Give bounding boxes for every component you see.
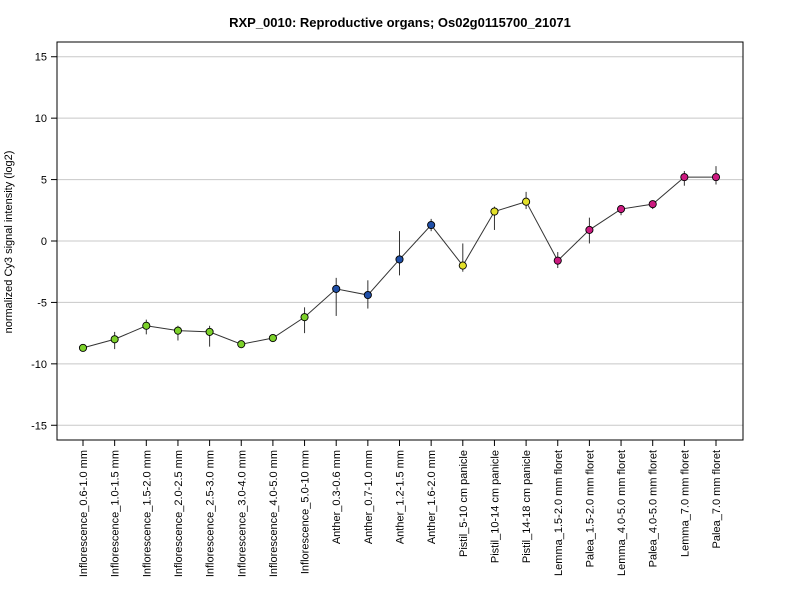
data-point [363, 290, 372, 300]
x-tick-label: Inflorescence_2.0-2.5 mm [173, 450, 185, 577]
data-point [173, 326, 182, 335]
gridlines [57, 56, 743, 426]
x-tick-label: Palea_7.0 mm floret [711, 450, 723, 548]
data-point [648, 200, 657, 209]
x-tick-label: Pistil_14-18 cm panicle [521, 450, 533, 563]
data-point [427, 220, 436, 230]
x-axis: Inflorescence_0.6-1.0 mm Inflorescence_1.… [78, 440, 723, 577]
x-tick-label: Pistil_5-10 cm panicle [458, 450, 470, 557]
x-tick-label: Anther_0.3-0.6 mm [331, 450, 343, 544]
x-tick-label: Inflorescence_4.0-5.0 mm [268, 450, 280, 577]
data-point [110, 335, 119, 344]
y-tick-label: -15 [31, 420, 47, 432]
x-tick-label: Inflorescence_5.0-10 mm [300, 450, 312, 574]
x-tick-label: Anther_1.6-2.0 mm [426, 450, 438, 544]
plot-frame [56, 41, 744, 441]
x-tick-label: Lemma_7.0 mm floret [679, 450, 691, 557]
x-tick-label: Inflorescence_1.0-1.5 mm [110, 450, 122, 577]
y-tick-label: 0 [41, 236, 47, 248]
x-tick-label: Lemma_1.5-2.0 mm floret [553, 450, 565, 576]
y-tick-label: 10 [35, 113, 47, 125]
data-point [553, 256, 562, 265]
chart-title: RXP_0010: Reproductive organs; Os02g0115… [229, 15, 571, 30]
data-point [78, 343, 88, 352]
x-tick-label: Inflorescence_0.6-1.0 mm [78, 450, 90, 577]
x-tick-label: Inflorescence_2.5-3.0 mm [205, 450, 217, 577]
y-tick-label: -10 [31, 359, 47, 371]
data-points [78, 173, 721, 352]
data-point [300, 313, 309, 322]
x-tick-label: Anther_1.2-1.5 mm [395, 450, 407, 544]
x-tick-label: Anther_0.7-1.0 mm [363, 450, 375, 544]
x-tick-label: Inflorescence_1.5-2.0 mm [141, 450, 153, 577]
data-point [142, 321, 151, 330]
data-point [205, 327, 214, 336]
y-tick-label: -5 [37, 297, 47, 309]
y-tick-label: 15 [35, 52, 47, 64]
y-tick-label: 5 [41, 175, 47, 187]
data-point [522, 197, 531, 206]
x-tick-label: Palea_1.5-2.0 mm floret [584, 450, 596, 567]
data-point [268, 333, 277, 343]
data-point [458, 261, 467, 270]
data-point [395, 255, 404, 264]
data-point [711, 173, 721, 182]
data-point [585, 225, 594, 234]
x-tick-label: Pistil_10-14 cm panicle [489, 450, 501, 563]
y-axis-label: normalized Cy3 signal intensity (log2) [3, 151, 15, 334]
data-point [237, 340, 246, 349]
x-tick-label: Inflorescence_3.0-4.0 mm [236, 450, 248, 577]
x-tick-label: Lemma_4.0-5.0 mm floret [616, 450, 628, 576]
data-point [680, 173, 689, 182]
data-point [332, 284, 341, 293]
y-axis: -15 -10 -5 0 5 10 15 [31, 52, 57, 432]
data-point [490, 207, 499, 216]
x-tick-label: Palea_4.0-5.0 mm floret [648, 450, 660, 567]
data-point [617, 205, 626, 214]
